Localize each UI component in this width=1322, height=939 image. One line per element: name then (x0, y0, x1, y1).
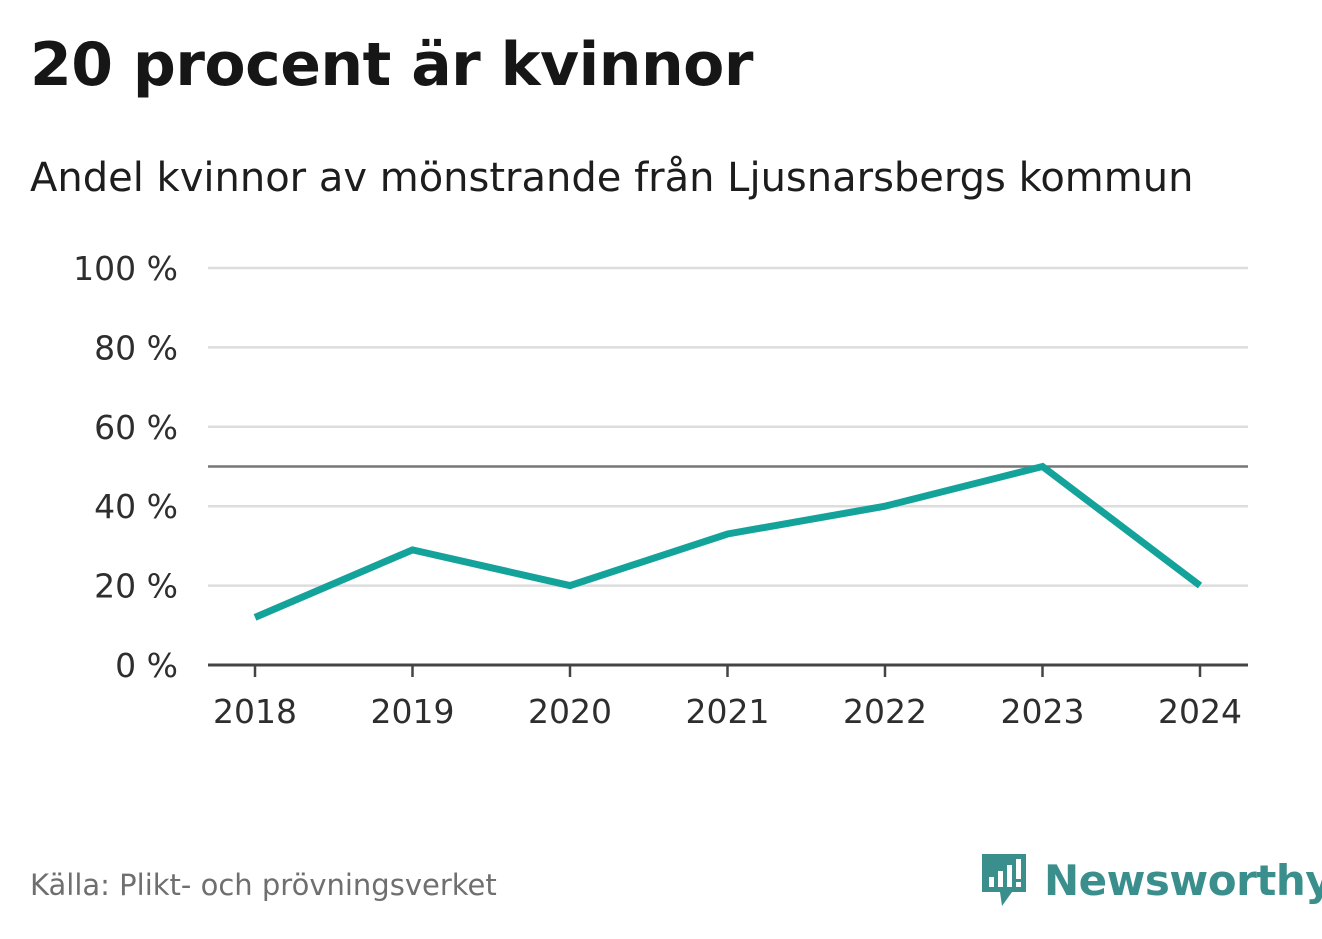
y-axis-tick-labels: 0 % 20 % 40 % 60 % 80 % 100 % (73, 249, 178, 685)
newsworthy-brand[interactable]: Newsworthy (980, 850, 1322, 910)
x-tick-label: 2019 (371, 692, 455, 731)
x-axis: 2018 2019 2020 2021 2022 2023 2024 (208, 663, 1248, 731)
y-tick-label: 40 % (94, 487, 178, 526)
series-line (253, 462, 1203, 621)
y-tick-label: 20 % (94, 567, 178, 606)
x-tick-label: 2021 (686, 692, 770, 731)
x-tick-label: 2020 (528, 692, 612, 731)
y-tick-label: 100 % (73, 249, 178, 288)
x-tick-label: 2022 (843, 692, 927, 731)
chart-title: 20 procent är kvinnor (30, 30, 753, 100)
newsworthy-logo-icon (982, 854, 1026, 906)
y-tick-label: 80 % (94, 328, 178, 367)
chart-subtitle: Andel kvinnor av mönstrande från Ljusnar… (30, 155, 1194, 201)
y-tick-label: 60 % (94, 408, 178, 447)
y-tick-label: 0 % (115, 646, 178, 685)
x-tick-label: 2024 (1158, 692, 1242, 731)
source-note: Källa: Plikt- och prövningsverket (30, 868, 497, 902)
x-tick-label: 2018 (213, 692, 297, 731)
brand-name: Newsworthy (1044, 855, 1322, 905)
grid-lines (208, 266, 1248, 587)
x-tick-label: 2023 (1001, 692, 1085, 731)
line-chart: 0 % 20 % 40 % 60 % 80 % 100 % 2018 2019 2020 202… (73, 249, 1248, 731)
series-lines (253, 462, 1203, 621)
